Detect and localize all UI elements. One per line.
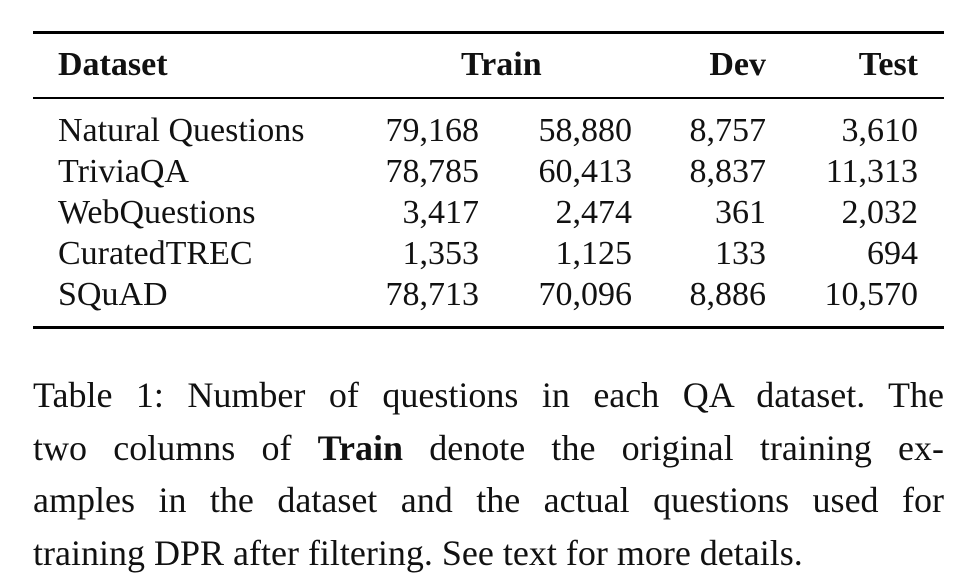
caption-text: denote the original training ex- bbox=[429, 427, 945, 468]
table-top-rule bbox=[33, 31, 944, 34]
table-row-dataset: CuratedTREC bbox=[58, 235, 253, 272]
table-row-dataset: WebQuestions bbox=[58, 194, 256, 231]
table-cell-train-original: 78,785 bbox=[385, 153, 480, 190]
table-cell-test: 2,032 bbox=[841, 194, 919, 231]
table-cell-train-used: 2,474 bbox=[555, 194, 633, 231]
table-caption: Table 1: Number of questions in each QA … bbox=[33, 369, 944, 579]
table-bottom-rule bbox=[33, 326, 944, 329]
header-test: Test bbox=[858, 46, 918, 83]
table-row-dataset: TriviaQA bbox=[58, 153, 189, 190]
table-cell-train-original: 78,713 bbox=[385, 276, 480, 313]
caption-text: two columns of bbox=[33, 427, 292, 468]
table-cell-train-original: 1,353 bbox=[402, 235, 480, 272]
table-cell-train-used: 1,125 bbox=[555, 235, 633, 272]
table-row-dataset: Natural Questions bbox=[58, 112, 305, 149]
table-header-rule bbox=[33, 97, 944, 99]
table-cell-train-used: 70,096 bbox=[538, 276, 633, 313]
table-cell-test: 694 bbox=[867, 235, 918, 272]
table-cell-test: 11,313 bbox=[825, 153, 918, 190]
header-dev: Dev bbox=[709, 46, 766, 83]
table-cell-train-original: 3,417 bbox=[402, 194, 480, 231]
caption-line: Table 1: Number of questions in each QA … bbox=[33, 375, 944, 415]
table-cell-train-used: 58,880 bbox=[538, 112, 633, 149]
table-cell-train-used: 60,413 bbox=[538, 153, 633, 190]
table-cell-dev: 8,886 bbox=[689, 276, 767, 313]
caption-line: training DPR after filtering. See text f… bbox=[33, 532, 803, 573]
table-cell-test: 10,570 bbox=[824, 276, 919, 313]
caption-bold-train: Train bbox=[317, 427, 404, 468]
table-cell-dev: 8,837 bbox=[689, 153, 767, 190]
caption-line: two columns of Train denote the original… bbox=[33, 422, 944, 475]
table-cell-train-original: 79,168 bbox=[385, 112, 480, 149]
table-cell-dev: 361 bbox=[715, 194, 766, 231]
header-train: Train bbox=[461, 46, 542, 83]
table-row-dataset: SQuAD bbox=[58, 276, 168, 313]
caption-line: amples in the dataset and the actual que… bbox=[33, 480, 944, 520]
table-cell-test: 3,610 bbox=[841, 112, 919, 149]
table-cell-dev: 8,757 bbox=[689, 112, 767, 149]
header-dataset: Dataset bbox=[58, 46, 168, 83]
table-cell-dev: 133 bbox=[715, 235, 766, 272]
